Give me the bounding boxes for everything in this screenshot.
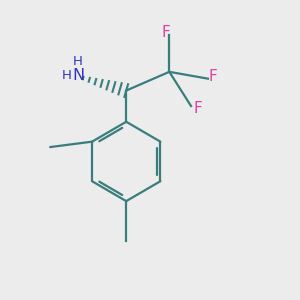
Text: F: F: [208, 69, 217, 84]
Text: F: F: [162, 25, 171, 40]
Text: N: N: [72, 68, 84, 82]
Text: H: H: [73, 55, 83, 68]
Text: F: F: [193, 101, 202, 116]
Text: H: H: [62, 69, 72, 82]
